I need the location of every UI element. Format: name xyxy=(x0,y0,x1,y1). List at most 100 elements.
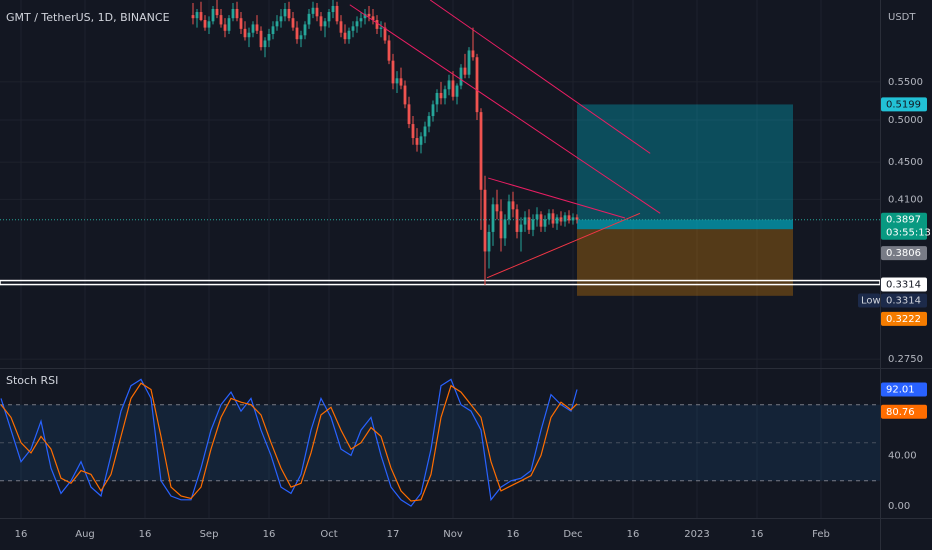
candle-body xyxy=(207,21,211,28)
x-tick-label: 16 xyxy=(139,529,152,540)
candle-body xyxy=(427,116,431,127)
low-label: 0.3314 xyxy=(886,296,921,307)
y-tick-label: 40.00 xyxy=(888,450,917,461)
candle-body xyxy=(423,126,427,137)
low-label-box xyxy=(881,293,927,308)
candle-body xyxy=(571,217,575,221)
candle-body xyxy=(471,50,475,58)
candle-body xyxy=(231,8,235,19)
candle-body xyxy=(243,28,247,38)
candle-body xyxy=(503,219,507,239)
value-label: 92.01 xyxy=(886,385,915,396)
candle-body xyxy=(531,219,535,230)
current-price-label-box xyxy=(881,212,927,240)
candle-body xyxy=(239,18,243,29)
y-tick-label: 0.5500 xyxy=(888,77,923,88)
pane-title: Stoch RSI xyxy=(6,374,58,387)
target-label-box xyxy=(881,97,927,112)
candle-body xyxy=(307,13,311,25)
trend-line xyxy=(488,177,626,219)
stoch-line xyxy=(0,382,578,502)
y-tick-label: 0.4100 xyxy=(888,194,923,205)
x-tick-label: 16 xyxy=(263,529,276,540)
x-tick-label: 2023 xyxy=(684,529,709,540)
candle-body xyxy=(351,26,355,31)
candle-body xyxy=(495,204,499,212)
candle-body xyxy=(439,92,443,99)
candle-body xyxy=(311,7,315,14)
candle-body xyxy=(491,204,495,232)
candle-body xyxy=(539,214,543,227)
candle-body xyxy=(435,92,439,105)
candle-body xyxy=(355,21,359,27)
y-tick-label: 0.2750 xyxy=(888,354,923,365)
x-tick-label: 16 xyxy=(15,529,28,540)
candle-body xyxy=(383,27,387,41)
candle-body xyxy=(415,138,419,145)
candle-body xyxy=(527,217,531,230)
value-label-box xyxy=(881,382,927,397)
trend-line xyxy=(429,0,651,154)
candle-body xyxy=(323,21,327,27)
candle-body xyxy=(447,80,451,90)
price-pane xyxy=(0,0,880,368)
candle-body xyxy=(431,104,435,117)
candle-body xyxy=(499,211,503,239)
candle-body xyxy=(371,16,375,21)
candle-body xyxy=(551,213,555,224)
candle-body xyxy=(483,189,487,252)
y-tick-label: 0.5000 xyxy=(888,115,923,126)
candle-body xyxy=(455,85,459,97)
candle-body xyxy=(399,78,403,86)
x-tick-label: 16 xyxy=(627,529,640,540)
candle-body xyxy=(331,5,335,13)
currency: USDT xyxy=(888,12,916,23)
trend-line xyxy=(486,212,641,279)
candle-body xyxy=(255,24,259,31)
candle-body xyxy=(347,30,351,40)
line-label: 0.3314 xyxy=(886,280,921,291)
candle-body xyxy=(547,213,551,220)
low-tag: Low xyxy=(861,296,881,307)
x-tick-label: 17 xyxy=(387,529,400,540)
candle-body xyxy=(339,21,343,33)
candle-body xyxy=(535,214,539,220)
candle-body xyxy=(303,24,307,36)
x-tick-label: Feb xyxy=(812,529,830,540)
candle-body xyxy=(543,219,547,227)
candle-body xyxy=(475,57,479,113)
stoch-pane xyxy=(0,369,880,518)
candle-body xyxy=(419,136,423,145)
candle-body xyxy=(519,224,523,232)
axes: 16 Aug 16 Sep 16 Oct 17 Nov 16 Dec 16 2023 16 Feb 0.55… xyxy=(15,77,931,540)
stop-label: 0.3222 xyxy=(886,314,921,325)
current-price-label: 0.3897 xyxy=(886,215,921,226)
value-label-box xyxy=(881,404,927,419)
candle-body xyxy=(375,20,379,29)
candle-body xyxy=(191,15,195,19)
candle-body xyxy=(575,217,579,220)
x-tick-label: 16 xyxy=(751,529,764,540)
open-pnl-zone xyxy=(577,219,793,230)
candle-body xyxy=(387,40,391,61)
countdown: 03:55:13 xyxy=(886,228,931,239)
y-tick-label: 0.00 xyxy=(888,501,910,512)
candle-body xyxy=(259,30,263,48)
entry-label-box xyxy=(881,246,927,261)
candle-body xyxy=(467,50,471,75)
candle-body xyxy=(319,16,323,27)
candle-body xyxy=(235,8,239,19)
candle-body xyxy=(219,15,223,25)
candle-body xyxy=(363,13,367,19)
candle-body xyxy=(443,89,447,99)
candle-body xyxy=(567,215,571,221)
candle-body xyxy=(411,124,415,139)
candle-body xyxy=(403,85,407,105)
candle-body xyxy=(563,215,567,222)
candle-body xyxy=(211,8,215,22)
candle-body xyxy=(263,40,267,48)
low-tag-box xyxy=(858,293,880,308)
candle-body xyxy=(283,8,287,17)
